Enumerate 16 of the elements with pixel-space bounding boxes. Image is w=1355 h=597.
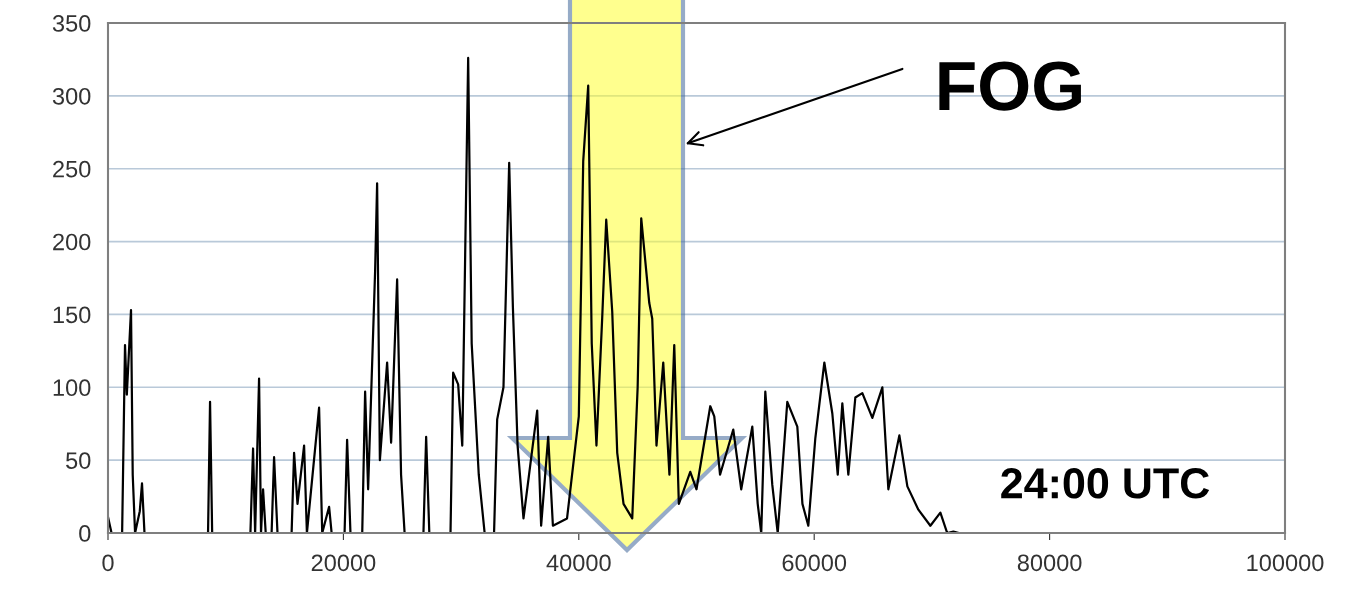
x-tick-label: 20000 xyxy=(311,554,376,572)
y-tick-label: 150 xyxy=(53,306,91,324)
y-tick-label: 350 xyxy=(52,15,91,32)
y-tick-label: 100 xyxy=(53,379,91,397)
x-tick-label: 0 xyxy=(102,554,114,572)
y-tick-label: 300 xyxy=(52,87,91,105)
y-tick-label: 250 xyxy=(53,160,91,178)
x-tick-label: 80000 xyxy=(1017,554,1082,572)
x-tick-label: 60000 xyxy=(782,554,847,572)
y-tick-label: 200 xyxy=(53,233,91,251)
x-tick-label: 40000 xyxy=(546,554,611,572)
x-tick-label: 100000 xyxy=(1247,554,1324,572)
y-tick-label: 0 xyxy=(79,525,91,542)
y-tick-label: 50 xyxy=(66,452,91,469)
annotation: FOG xyxy=(939,61,1081,111)
annotation: 24:00 UTC xyxy=(1001,468,1210,499)
